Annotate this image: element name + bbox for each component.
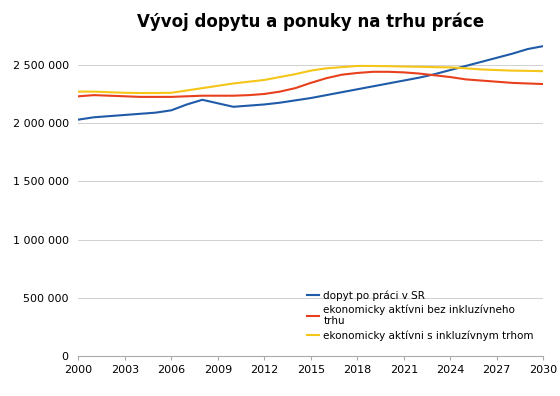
dopyt po práci v SR: [261, 102, 268, 107]
dopyt po práci v SR: [370, 84, 376, 89]
Legend: dopyt po práci v SR, ekonomicky aktívni bez inkluzívneho
trhu, ekonomicky aktívn: dopyt po práci v SR, ekonomicky aktívni …: [302, 286, 538, 345]
Line: dopyt po práci v SR: dopyt po práci v SR: [78, 46, 543, 120]
dopyt po práci v SR: [245, 103, 252, 108]
ekonomicky aktívni bez inkluzívneho
trhu: [245, 93, 252, 97]
ekonomicky aktívni bez inkluzívneho
trhu: [447, 75, 454, 80]
ekonomicky aktívni bez inkluzívneho
trhu: [463, 77, 469, 82]
ekonomicky aktívni s inkluzívnym trhom: [184, 88, 190, 93]
ekonomicky aktívni bez inkluzívneho
trhu: [137, 95, 144, 99]
ekonomicky aktívni bez inkluzívneho
trhu: [354, 70, 361, 75]
dopyt po práci v SR: [214, 101, 221, 106]
dopyt po práci v SR: [230, 105, 237, 109]
dopyt po práci v SR: [75, 117, 82, 122]
dopyt po práci v SR: [277, 100, 283, 105]
dopyt po práci v SR: [199, 97, 206, 102]
dopyt po práci v SR: [400, 78, 407, 83]
ekonomicky aktívni s inkluzívnym trhom: [354, 64, 361, 69]
dopyt po práci v SR: [493, 55, 500, 60]
ekonomicky aktívni bez inkluzívneho
trhu: [292, 86, 298, 91]
dopyt po práci v SR: [184, 102, 190, 107]
dopyt po práci v SR: [168, 108, 175, 113]
ekonomicky aktívni bez inkluzívneho
trhu: [277, 89, 283, 94]
dopyt po práci v SR: [416, 75, 423, 80]
ekonomicky aktívni bez inkluzívneho
trhu: [493, 79, 500, 84]
dopyt po práci v SR: [524, 47, 531, 51]
ekonomicky aktívni bez inkluzívneho
trhu: [122, 94, 128, 99]
ekonomicky aktívni s inkluzívnym trhom: [230, 81, 237, 86]
ekonomicky aktívni bez inkluzívneho
trhu: [230, 93, 237, 98]
dopyt po práci v SR: [307, 96, 314, 101]
ekonomicky aktívni s inkluzívnym trhom: [261, 78, 268, 82]
ekonomicky aktívni bez inkluzívneho
trhu: [75, 94, 82, 99]
dopyt po práci v SR: [385, 81, 391, 86]
ekonomicky aktívni s inkluzívnym trhom: [463, 66, 469, 70]
ekonomicky aktívni s inkluzívnym trhom: [338, 65, 345, 70]
ekonomicky aktívni s inkluzívnym trhom: [152, 91, 159, 95]
ekonomicky aktívni bez inkluzívneho
trhu: [385, 69, 391, 74]
ekonomicky aktívni s inkluzívnym trhom: [199, 86, 206, 91]
dopyt po práci v SR: [338, 90, 345, 95]
dopyt po práci v SR: [354, 87, 361, 91]
ekonomicky aktívni s inkluzívnym trhom: [91, 89, 97, 94]
ekonomicky aktívni s inkluzívnym trhom: [524, 69, 531, 73]
dopyt po práci v SR: [463, 64, 469, 69]
Line: ekonomicky aktívni s inkluzívnym trhom: ekonomicky aktívni s inkluzívnym trhom: [78, 66, 543, 93]
ekonomicky aktívni s inkluzívnym trhom: [307, 68, 314, 73]
dopyt po práci v SR: [431, 72, 438, 76]
dopyt po práci v SR: [323, 93, 330, 97]
Title: Vývoj dopytu a ponuky na trhu práce: Vývoj dopytu a ponuky na trhu práce: [137, 13, 484, 31]
ekonomicky aktívni bez inkluzívneho
trhu: [524, 81, 531, 86]
ekonomicky aktívni s inkluzívnym trhom: [292, 72, 298, 76]
ekonomicky aktívni bez inkluzívneho
trhu: [323, 76, 330, 81]
ekonomicky aktívni bez inkluzívneho
trhu: [416, 71, 423, 76]
ekonomicky aktívni s inkluzívnym trhom: [447, 65, 454, 70]
dopyt po práci v SR: [540, 44, 547, 49]
ekonomicky aktívni s inkluzívnym trhom: [75, 89, 82, 94]
ekonomicky aktívni bez inkluzívneho
trhu: [152, 95, 159, 99]
dopyt po práci v SR: [509, 51, 516, 56]
ekonomicky aktívni bez inkluzívneho
trhu: [214, 93, 221, 98]
ekonomicky aktívni s inkluzívnym trhom: [277, 75, 283, 80]
dopyt po práci v SR: [292, 98, 298, 103]
ekonomicky aktívni bez inkluzívneho
trhu: [184, 94, 190, 99]
dopyt po práci v SR: [122, 112, 128, 117]
ekonomicky aktívni s inkluzívnym trhom: [416, 65, 423, 69]
dopyt po práci v SR: [137, 111, 144, 116]
dopyt po práci v SR: [152, 110, 159, 115]
ekonomicky aktívni s inkluzívnym trhom: [122, 90, 128, 95]
ekonomicky aktívni s inkluzívnym trhom: [245, 79, 252, 84]
dopyt po práci v SR: [447, 68, 454, 72]
ekonomicky aktívni bez inkluzívneho
trhu: [106, 93, 113, 98]
ekonomicky aktívni s inkluzívnym trhom: [493, 68, 500, 72]
ekonomicky aktívni bez inkluzívneho
trhu: [400, 70, 407, 75]
ekonomicky aktívni bez inkluzívneho
trhu: [199, 93, 206, 98]
dopyt po práci v SR: [91, 115, 97, 120]
ekonomicky aktívni bez inkluzívneho
trhu: [168, 95, 175, 99]
ekonomicky aktívni bez inkluzívneho
trhu: [338, 72, 345, 77]
ekonomicky aktívni s inkluzívnym trhom: [168, 90, 175, 95]
ekonomicky aktívni s inkluzívnym trhom: [137, 91, 144, 95]
ekonomicky aktívni s inkluzívnym trhom: [509, 68, 516, 73]
Line: ekonomicky aktívni bez inkluzívneho
trhu: ekonomicky aktívni bez inkluzívneho trhu: [78, 72, 543, 97]
ekonomicky aktívni s inkluzívnym trhom: [214, 84, 221, 88]
ekonomicky aktívni bez inkluzívneho
trhu: [261, 91, 268, 96]
ekonomicky aktívni s inkluzívnym trhom: [400, 64, 407, 69]
ekonomicky aktívni s inkluzívnym trhom: [540, 69, 547, 74]
ekonomicky aktívni s inkluzívnym trhom: [385, 64, 391, 69]
ekonomicky aktívni s inkluzívnym trhom: [106, 90, 113, 95]
dopyt po práci v SR: [106, 114, 113, 118]
ekonomicky aktívni bez inkluzívneho
trhu: [307, 80, 314, 85]
ekonomicky aktívni bez inkluzívneho
trhu: [478, 78, 484, 83]
ekonomicky aktívni s inkluzívnym trhom: [431, 65, 438, 70]
ekonomicky aktívni bez inkluzívneho
trhu: [370, 69, 376, 74]
ekonomicky aktívni bez inkluzívneho
trhu: [509, 80, 516, 85]
ekonomicky aktívni bez inkluzívneho
trhu: [540, 82, 547, 86]
ekonomicky aktívni bez inkluzívneho
trhu: [431, 73, 438, 78]
dopyt po práci v SR: [478, 59, 484, 64]
ekonomicky aktívni s inkluzívnym trhom: [478, 67, 484, 72]
ekonomicky aktívni s inkluzívnym trhom: [370, 64, 376, 69]
ekonomicky aktívni bez inkluzívneho
trhu: [91, 93, 97, 97]
ekonomicky aktívni s inkluzívnym trhom: [323, 66, 330, 70]
